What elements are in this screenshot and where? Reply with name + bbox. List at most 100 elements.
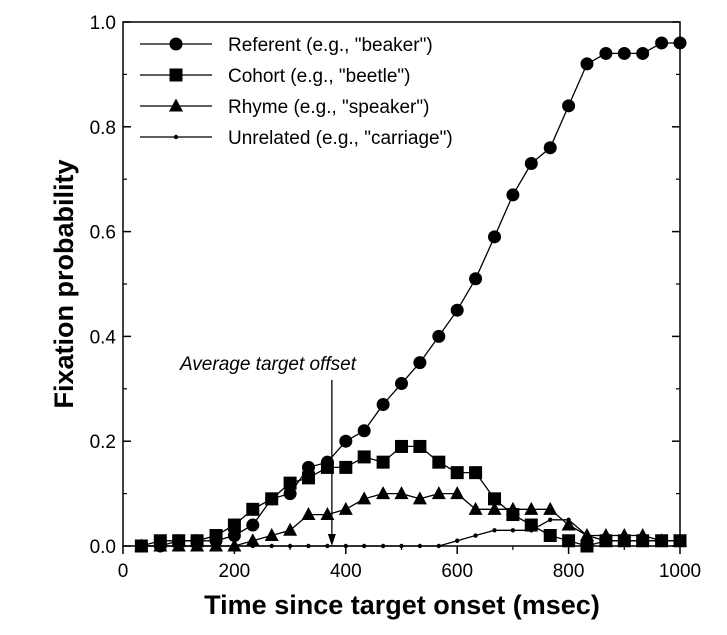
x-axis: 0 200 400 600 800 1000 (118, 546, 701, 582)
data-point-triangle (245, 533, 260, 547)
data-point-square (450, 466, 464, 480)
data-point-circle (506, 188, 520, 202)
data-point-dot (455, 538, 460, 543)
y-axis: 0.0 0.2 0.4 0.6 0.8 1.0 (90, 13, 680, 558)
y-tick-label: 0.2 (90, 432, 116, 453)
data-point-triangle (412, 491, 427, 505)
data-point-circle (376, 398, 390, 412)
data-point-triangle (579, 528, 594, 542)
data-point-circle (190, 534, 204, 548)
data-point-circle (246, 518, 260, 532)
data-point-dot (399, 543, 404, 549)
series-circle (134, 36, 687, 553)
data-point-triangle (394, 486, 409, 500)
data-point-circle (357, 424, 371, 438)
data-point-circle (134, 539, 148, 553)
data-point-dot (436, 543, 442, 549)
legend-entry-dot: Unrelated (e.g., "carriage") (140, 128, 453, 149)
y-tick-label: 0.0 (90, 537, 116, 558)
data-point-dot (380, 543, 386, 549)
data-point-square (413, 439, 427, 453)
data-point-circle (320, 455, 334, 469)
data-point-square (227, 518, 241, 532)
data-point-square (246, 502, 260, 516)
data-point-dot (417, 543, 423, 549)
x-tick-label: 0 (118, 561, 129, 582)
y-axis-title: Fixation probability (49, 159, 79, 408)
data-point-circle (450, 303, 464, 317)
data-point-square (301, 471, 315, 485)
y-tick-label: 0.6 (90, 223, 116, 244)
legend-entry-triangle: Rhyme (e.g., "speaker") (140, 97, 429, 118)
data-point-triangle (320, 507, 335, 521)
data-point-circle (413, 356, 427, 370)
data-point-square (617, 534, 631, 548)
data-point-square (673, 534, 687, 548)
legend-label: Cohort (e.g., "beetle") (228, 66, 410, 87)
data-point-triangle (450, 486, 465, 500)
data-point-square (655, 534, 669, 548)
data-point-circle (562, 99, 576, 113)
data-point-circle (617, 46, 631, 60)
data-point-square (283, 476, 297, 490)
data-point-circle (227, 529, 241, 543)
x-tick-label: 600 (441, 561, 473, 582)
data-point-triangle (431, 486, 446, 500)
data-point-square (543, 529, 557, 543)
data-point-dot (269, 543, 274, 549)
data-point-triangle (487, 501, 502, 515)
data-point-square (599, 534, 613, 548)
data-point-square (395, 439, 408, 453)
data-point-dot (510, 528, 516, 533)
x-axis-title: Time since target onset (msec) (204, 590, 600, 620)
data-point-dot (343, 543, 348, 549)
data-point-circle (153, 539, 167, 553)
data-point-triangle (338, 501, 353, 515)
data-point-triangle (283, 522, 298, 536)
data-point-dot (287, 543, 293, 549)
annotation-arrowhead (327, 534, 336, 546)
data-point-square (357, 450, 371, 464)
y-tick-label: 0.4 (90, 327, 117, 348)
data-point-circle (209, 534, 223, 548)
data-point-dot (361, 543, 367, 549)
data-point-triangle (227, 538, 242, 552)
data-point-square (636, 534, 650, 548)
data-point-dot (473, 533, 478, 538)
legend-marker-triangle (169, 98, 183, 112)
data-point-square (524, 518, 538, 532)
y-tick-label: 1.0 (90, 13, 116, 34)
x-tick-label: 800 (553, 561, 585, 582)
data-point-square (376, 455, 390, 469)
data-point-triangle (468, 501, 483, 515)
legend-marker-square (169, 68, 183, 82)
data-point-circle (543, 141, 557, 155)
data-point-square (562, 534, 576, 548)
data-point-circle (432, 329, 446, 343)
legend-entry-square: Cohort (e.g., "beetle") (140, 66, 410, 87)
data-point-circle (283, 487, 297, 501)
data-point-dot (306, 543, 311, 549)
data-point-square (488, 492, 502, 506)
data-point-triangle (376, 486, 391, 500)
data-point-triangle (301, 507, 316, 521)
data-point-dot (548, 517, 553, 522)
data-point-square (580, 539, 594, 553)
data-point-triangle (357, 491, 372, 505)
data-point-square (432, 455, 446, 469)
data-point-triangle (524, 501, 539, 515)
data-point-circle (301, 460, 315, 474)
legend-marker-circle (169, 37, 183, 51)
legend-label: Unrelated (e.g., "carriage") (228, 128, 453, 149)
annotation: Average target offset (179, 354, 357, 546)
data-point-circle (580, 57, 594, 71)
data-point-circle (339, 434, 353, 448)
data-point-circle (524, 156, 538, 170)
annotation-label: Average target offset (179, 354, 357, 375)
data-point-circle (636, 46, 650, 60)
data-point-circle (395, 377, 408, 391)
x-tick-label: 200 (219, 561, 251, 582)
data-point-triangle (561, 517, 576, 531)
data-point-circle (172, 534, 186, 548)
